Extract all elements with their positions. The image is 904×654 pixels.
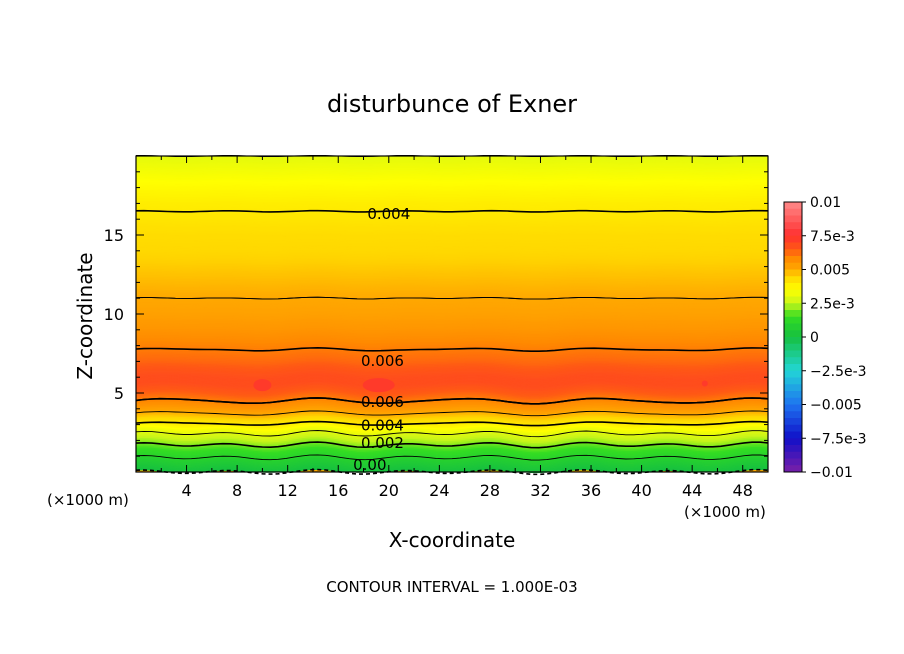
colorbar-tick-label: 0 — [810, 330, 819, 346]
x-tick-label: 32 — [530, 481, 550, 500]
colorbar-cell — [784, 438, 802, 446]
contour-line — [135, 209, 769, 213]
colorbar-cell — [784, 256, 802, 264]
x-tick-label: 40 — [631, 481, 651, 500]
contour-line — [135, 397, 769, 405]
local-maximum — [701, 380, 708, 387]
colorbar: 0.01 7.5e-3 0.005 2.5e-3 0 −2.5e-3 −0.005 −7.5e… — [783, 195, 867, 481]
colorbar-tick-label: 0.01 — [810, 195, 841, 211]
colorbar-cell — [784, 215, 802, 223]
contour-line — [135, 296, 769, 300]
colorbar-cell — [784, 404, 802, 412]
x-tick-label: 24 — [429, 481, 449, 500]
x-unit-left: (×1000 m) — [47, 491, 129, 509]
colorbar-cell — [784, 296, 802, 304]
colorbar-cell — [784, 249, 802, 257]
chart-title: disturbunce of Exner — [327, 90, 577, 118]
colorbar-cell — [784, 370, 802, 378]
contour-label: 0.004 — [361, 417, 404, 435]
y-tick-label: 5 — [114, 384, 124, 403]
colorbar-tick-label: 2.5e-3 — [810, 296, 855, 312]
contour-label: 0.004 — [367, 205, 410, 223]
contour-label: 0.006 — [361, 393, 404, 411]
colorbar-cell — [784, 303, 802, 311]
colorbar-tick-label: 7.5e-3 — [810, 229, 855, 245]
colorbar-cell — [784, 418, 802, 426]
colorbar-cell — [784, 222, 802, 230]
x-axis-label: X-coordinate — [389, 528, 516, 552]
x-unit-right: (×1000 m) — [684, 503, 766, 521]
filled-contours — [135, 155, 769, 474]
colorbar-cell — [784, 458, 802, 466]
contour-line — [135, 420, 769, 427]
colorbar-cell — [784, 323, 802, 331]
colorbar-cell — [784, 276, 802, 284]
colorbar-cell — [784, 242, 802, 250]
local-maximum — [362, 378, 395, 393]
contour-line — [135, 454, 769, 461]
x-tick-label: 20 — [379, 481, 399, 500]
colorbar-cell — [784, 377, 802, 385]
contour-label: 0.00 — [353, 456, 386, 474]
colorbar-cell — [784, 262, 802, 270]
x-tick-label: 36 — [581, 481, 601, 500]
contour-line — [135, 430, 769, 438]
colorbar-cell — [784, 364, 802, 372]
contour-line — [135, 346, 769, 352]
y-axis-label-group: Z-coordinate — [73, 252, 97, 379]
x-tick-label: 4 — [181, 481, 191, 500]
colorbar-cell — [784, 357, 802, 365]
colorbar-tick-label: −0.005 — [810, 398, 862, 414]
x-tick-label: 12 — [278, 481, 298, 500]
colorbar-cell — [784, 330, 802, 338]
contour-line — [135, 410, 769, 417]
y-tick-label: 10 — [104, 305, 124, 324]
colorbar-cell — [784, 283, 802, 291]
colorbar-tick-label: −2.5e-3 — [810, 364, 867, 380]
x-tick-label: 28 — [480, 481, 500, 500]
local-maximum — [253, 379, 272, 392]
colorbar-cell — [784, 391, 802, 399]
contour-label: 0.002 — [361, 434, 404, 452]
y-tick-label: 15 — [104, 226, 124, 245]
x-tick-label: 48 — [733, 481, 753, 500]
colorbar-cell — [784, 465, 802, 473]
x-tick-label: 16 — [328, 481, 348, 500]
colorbar-cell — [784, 208, 802, 216]
contour-line — [135, 441, 769, 449]
colorbar-cell — [784, 431, 802, 439]
colorbar-cell — [784, 229, 802, 237]
colorbar-cell — [784, 269, 802, 277]
axis-ticks — [136, 156, 768, 472]
contour-label: 0.006 — [361, 352, 404, 370]
colorbar-cell — [784, 343, 802, 351]
colorbar-cell — [784, 316, 802, 324]
colorbar-cell — [784, 235, 802, 243]
colorbar-cell — [784, 451, 802, 459]
colorbar-tick-label: 0.005 — [810, 263, 850, 279]
y-axis-label: Z-coordinate — [73, 252, 97, 379]
colorbar-cell — [784, 384, 802, 392]
colorbar-cell — [784, 411, 802, 419]
colorbar-cell — [784, 424, 802, 432]
colorbar-tick-label: −7.5e-3 — [810, 431, 867, 447]
x-tick-label: 44 — [682, 481, 702, 500]
contour-interval-note: CONTOUR INTERVAL = 1.000E-03 — [326, 578, 577, 596]
x-tick-label: 8 — [232, 481, 242, 500]
colorbar-cell — [784, 337, 802, 345]
colorbar-cell — [784, 289, 802, 297]
colorbar-cell — [784, 445, 802, 453]
colorbar-tick-label: −0.01 — [810, 465, 853, 481]
colorbar-cell — [784, 310, 802, 318]
colorbar-cell — [784, 202, 802, 210]
colorbar-cell — [784, 397, 802, 405]
colorbar-cell — [784, 350, 802, 358]
